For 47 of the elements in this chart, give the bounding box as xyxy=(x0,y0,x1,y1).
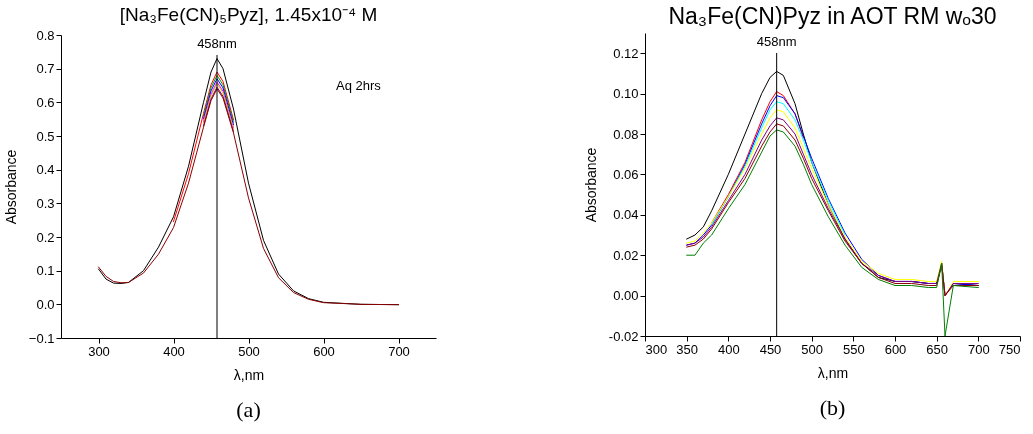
x-tick-label: 500 xyxy=(801,341,824,357)
x-tick-label: 700 xyxy=(388,343,410,359)
x-tick-label: 550 xyxy=(842,341,865,357)
x-tick-label: 300 xyxy=(645,341,668,357)
y-axis-title: Absorbance xyxy=(582,147,599,223)
x-tick-label: 750 xyxy=(998,341,1021,357)
x-tick-label: 650 xyxy=(926,341,949,357)
y-tick-label: 0.00 xyxy=(613,288,639,304)
line-series xyxy=(686,129,979,336)
y-tick-label: 0.06 xyxy=(613,166,639,182)
y-tick-label: 0.08 xyxy=(613,126,639,142)
x-tick-label: 300 xyxy=(88,343,110,359)
x-tick-label: 400 xyxy=(717,341,740,357)
y-tick-label: 0.12 xyxy=(613,45,639,61)
annotation: Aq 2hrs xyxy=(336,78,382,93)
chart-title: Na₃Fe(CN)Pyz in AOT RM wₒ30 xyxy=(668,3,997,29)
y-tick-label: 0.10 xyxy=(613,86,639,102)
text: (b) xyxy=(819,395,846,420)
y-axis-title: Absorbance xyxy=(2,149,19,225)
ref-line-label: 458nm xyxy=(197,36,237,51)
text: (a) xyxy=(236,397,261,422)
y-tick-label: 0.0 xyxy=(36,296,55,312)
y-tick-label: 0.6 xyxy=(36,94,55,110)
ref-line-label: 458nm xyxy=(756,34,797,49)
y-tick-label: 0.8 xyxy=(36,27,55,43)
line-series xyxy=(173,71,234,223)
x-tick-label: 700 xyxy=(967,341,990,357)
line-series xyxy=(711,101,846,236)
y-tick-label: 0.2 xyxy=(36,229,55,245)
y-tick-label: 0.7 xyxy=(36,61,55,77)
x-axis-title: λ,nm xyxy=(233,366,265,383)
y-tick-label: 0.5 xyxy=(36,128,55,144)
y-tick-label: 0.1 xyxy=(36,263,55,279)
x-tick-label: 600 xyxy=(313,343,335,359)
x-axis-title: λ,nm xyxy=(817,364,849,381)
y-tick-label: −0.1 xyxy=(28,330,55,346)
x-tick-label: 400 xyxy=(163,343,185,359)
x-tick-label: 600 xyxy=(884,341,907,357)
x-tick-label: 500 xyxy=(238,343,260,359)
y-tick-label: -0.02 xyxy=(608,328,639,344)
y-tick-label: 0.3 xyxy=(36,195,55,211)
y-tick-label: 0.04 xyxy=(613,207,639,223)
y-tick-label: 0.02 xyxy=(613,247,639,263)
x-tick-label: 450 xyxy=(759,341,782,357)
x-tick-label: 350 xyxy=(676,341,699,357)
y-tick-label: 0.4 xyxy=(36,162,55,178)
chart-title: [Na₃Fe(CN)₅Pyz], 1.45x10⁻⁴ M xyxy=(119,4,378,25)
